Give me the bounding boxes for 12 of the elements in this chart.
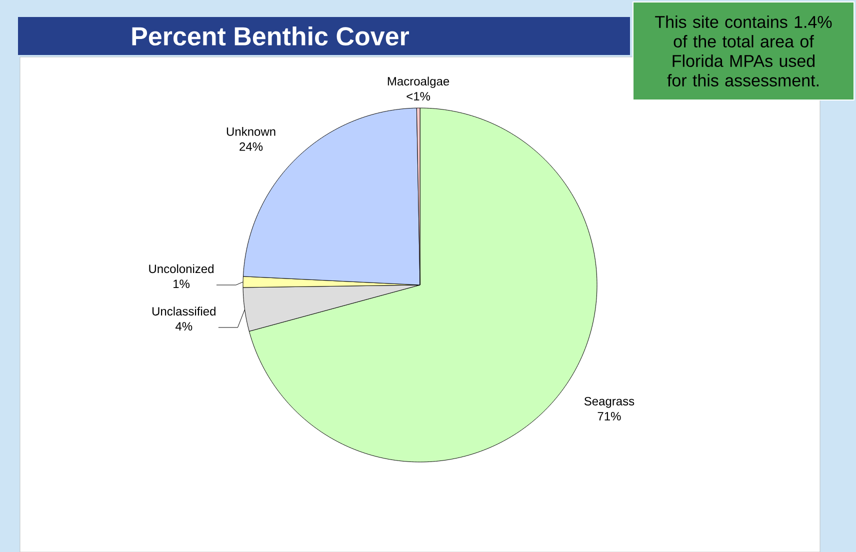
data-label: 4% bbox=[176, 322, 192, 331]
text: This site contains 1.4% of the total area of Florida MPAs used for this assessment. bbox=[655, 16, 832, 86]
slice-label: Seagrass bbox=[584, 396, 634, 408]
data-label: 1% bbox=[174, 280, 190, 288]
data-label: <1% bbox=[406, 92, 430, 100]
slice-label: Unclassified bbox=[152, 306, 216, 316]
slice-label: Macroalgae bbox=[388, 76, 450, 88]
data-label: 71% bbox=[598, 412, 621, 420]
slice-label: Uncolonized bbox=[149, 264, 214, 274]
data-label: 24% bbox=[240, 142, 263, 151]
slice-label: Unknown bbox=[226, 127, 276, 136]
chart-title: Percent Benthic Cover bbox=[132, 26, 409, 46]
